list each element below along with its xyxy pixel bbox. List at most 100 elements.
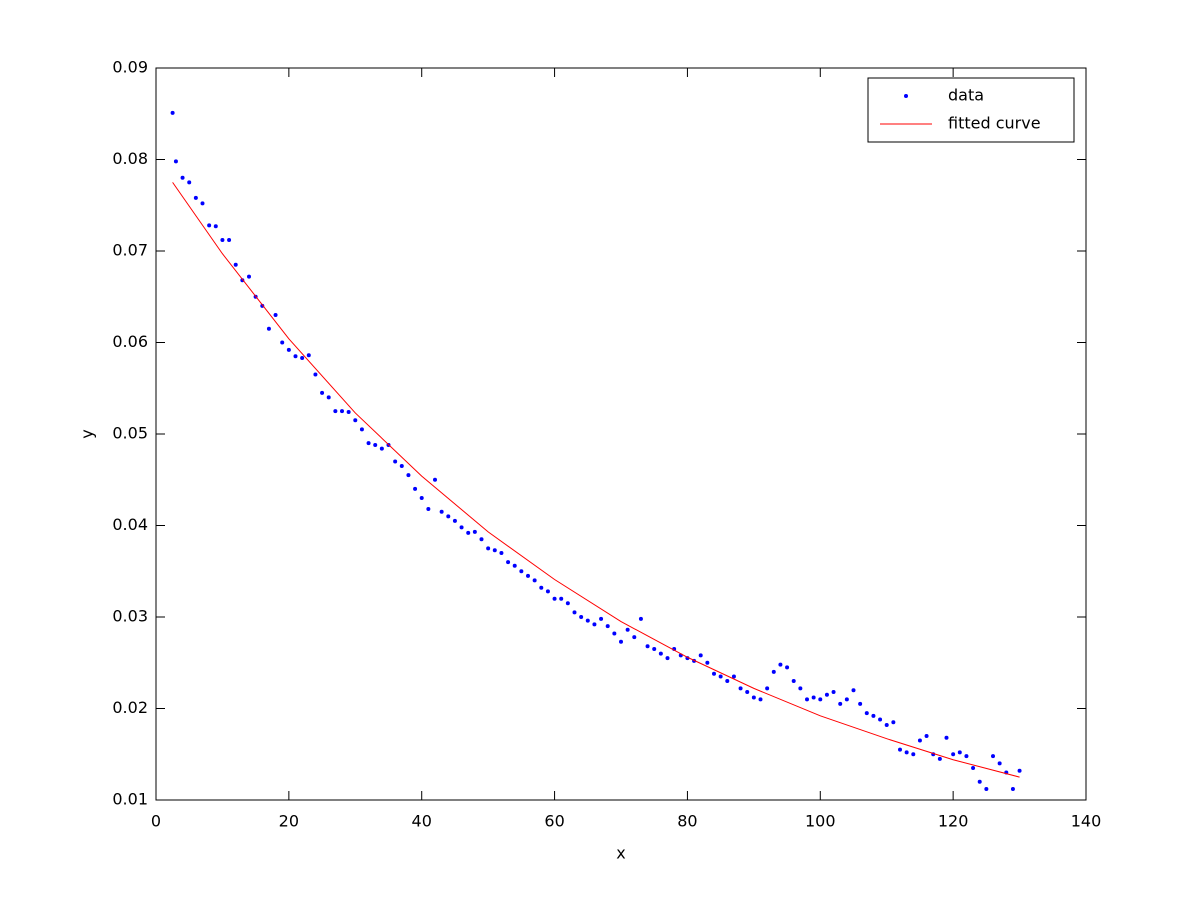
data-point	[173, 159, 178, 164]
data-point	[359, 427, 364, 432]
data-point	[592, 622, 597, 627]
data-point	[286, 347, 291, 352]
data-point	[233, 262, 238, 267]
data-point	[824, 692, 829, 697]
data-point	[406, 473, 411, 478]
data-point	[266, 326, 271, 331]
y-tick-label: 0.03	[112, 607, 148, 626]
legend-label: data	[948, 86, 984, 105]
data-point	[506, 560, 511, 565]
data-point	[207, 223, 212, 228]
plot-box	[155, 67, 1087, 801]
data-point	[798, 686, 803, 691]
data-point	[599, 616, 604, 621]
data-point	[526, 573, 530, 578]
data-point	[1010, 787, 1015, 792]
data-point	[997, 761, 1002, 766]
data-point	[585, 618, 590, 623]
data-point	[366, 441, 371, 446]
data-point	[625, 627, 630, 632]
data-point	[486, 546, 491, 551]
data-point	[605, 624, 610, 629]
legend-box	[867, 77, 1075, 143]
data-point	[698, 653, 703, 658]
data-point	[665, 656, 670, 661]
y-tick-label: 0.01	[112, 790, 148, 809]
data-point	[924, 733, 929, 738]
data-point	[459, 525, 464, 530]
data-point	[346, 410, 351, 415]
x-tick-label: 0	[151, 812, 161, 831]
y-tick-label: 0.06	[112, 332, 148, 351]
data-point	[492, 548, 497, 553]
data-point	[638, 616, 643, 621]
data-point	[977, 779, 982, 784]
data-point	[170, 110, 175, 115]
y-axis-label: y	[78, 429, 97, 438]
data-point	[891, 720, 896, 725]
data-point	[971, 765, 976, 770]
data-point	[273, 313, 278, 318]
data-point	[247, 274, 251, 279]
data-point	[1017, 768, 1022, 773]
x-tick-label: 100	[805, 812, 836, 831]
data-point	[572, 610, 577, 615]
data-point	[552, 596, 557, 601]
data-point	[658, 651, 663, 656]
data-point	[419, 496, 424, 501]
legend-label: fitted curve	[948, 114, 1041, 133]
data-point	[738, 686, 743, 691]
data-point	[818, 697, 823, 702]
data-point	[559, 596, 564, 601]
data-point	[904, 750, 909, 755]
data-point	[771, 669, 776, 674]
data-point	[718, 674, 723, 679]
data-point	[200, 201, 205, 206]
data-point	[844, 697, 849, 702]
data-point	[911, 752, 916, 757]
data-point	[426, 507, 431, 512]
data-point	[811, 695, 816, 700]
data-point	[519, 569, 524, 574]
data-point	[565, 601, 570, 606]
data-point	[446, 514, 451, 519]
data-point	[479, 537, 484, 542]
data-point	[745, 690, 750, 695]
data-point	[399, 464, 404, 469]
data-point	[858, 701, 863, 706]
data-point	[765, 686, 770, 691]
data-point	[326, 395, 331, 400]
data-point	[712, 671, 716, 676]
data-point	[213, 224, 218, 229]
data-point	[320, 390, 325, 395]
data-point	[619, 639, 623, 644]
fitted-line	[172, 182, 1020, 778]
x-tick-label: 140	[1071, 812, 1102, 831]
y-tick-label: 0.09	[112, 58, 148, 77]
data-point	[645, 644, 650, 649]
y-tick-label: 0.05	[112, 424, 148, 443]
data-point	[187, 180, 192, 185]
data-point	[778, 662, 783, 667]
x-tick-label: 60	[544, 812, 564, 831]
data-point	[539, 585, 544, 590]
data-point	[220, 238, 225, 243]
data-point	[393, 459, 398, 464]
data-point	[838, 701, 843, 706]
data-point	[758, 697, 763, 702]
data-point	[472, 529, 477, 534]
data-point	[545, 589, 550, 594]
data-point	[612, 631, 617, 636]
data-point	[300, 356, 305, 361]
data-point	[725, 679, 730, 684]
data-point	[917, 738, 922, 743]
data-point	[951, 752, 956, 757]
data-point	[466, 530, 471, 535]
data-point	[439, 509, 444, 514]
data-point	[180, 175, 185, 180]
data-point	[851, 688, 856, 693]
data-point	[433, 477, 437, 482]
data-point	[878, 717, 883, 722]
data-point	[452, 518, 457, 523]
